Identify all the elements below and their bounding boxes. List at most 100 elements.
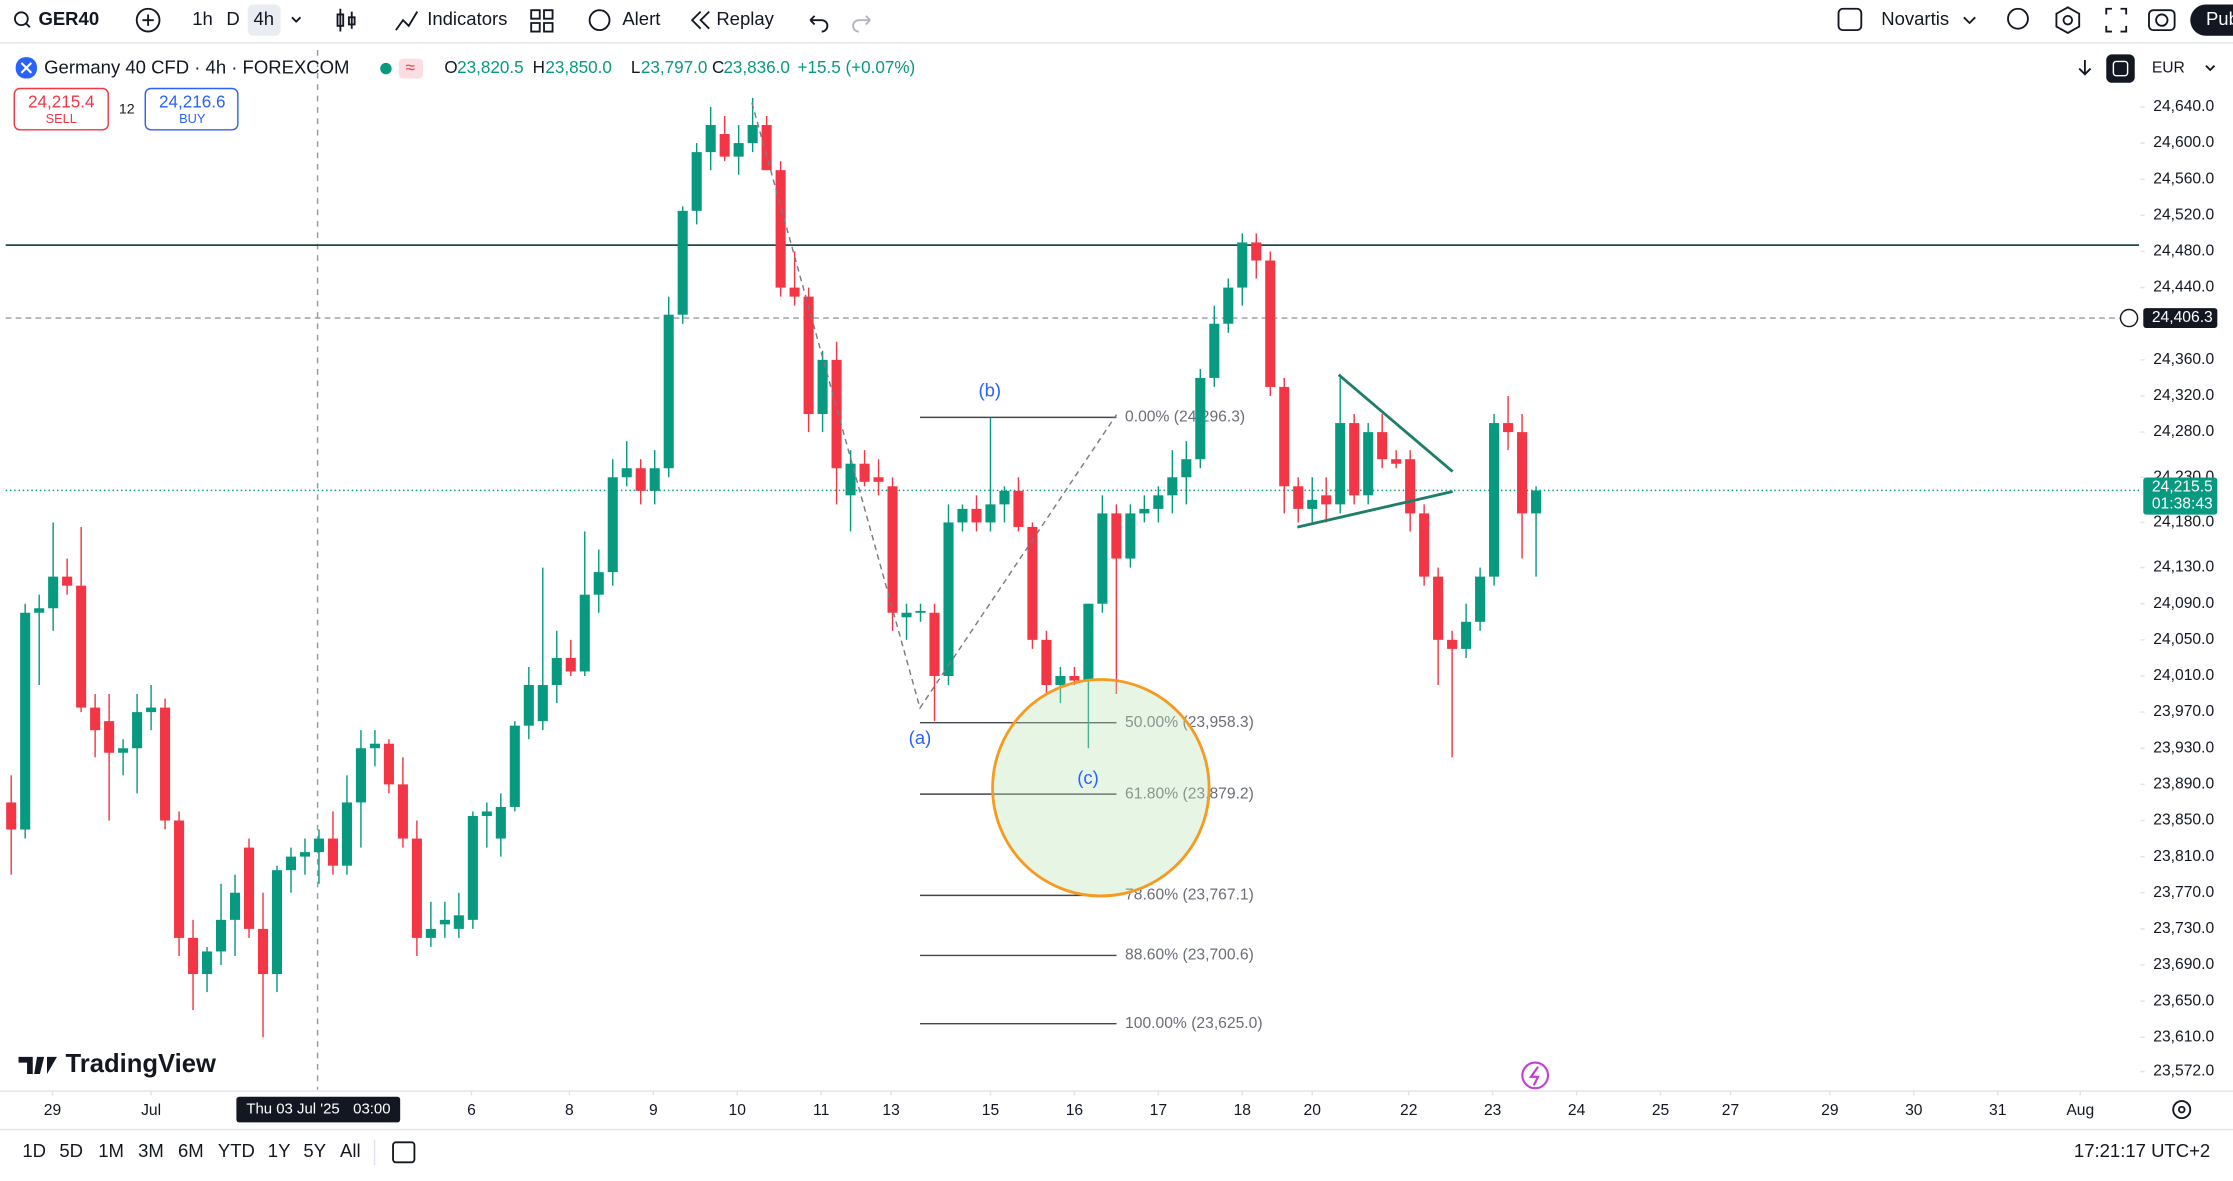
sell-label[interactable]: SELL [46,111,77,126]
candle-body [509,725,520,807]
candle-body [663,314,674,469]
snapshot[interactable] [2148,9,2176,32]
last-price: 24,215.5 [2152,479,2213,496]
x-tick-label: 22 [1400,1102,1417,1119]
candle-body [1475,576,1486,622]
candle-body [873,477,884,482]
candle-body [1139,508,1150,514]
currency-menu[interactable] [2205,65,2216,72]
settings[interactable] [2055,6,2081,35]
y-tick-label: 24,130.0 [2153,559,2214,576]
chart-type[interactable] [336,8,356,32]
bottom-bar: 1D 5D 1M 3M 6M YTD 1Y 5Y All 17:21:17 UT… [0,1128,2233,1166]
candle-body [1503,423,1514,433]
candle-body [1069,675,1080,681]
scroll-down[interactable] [2078,60,2092,76]
change: +15.5 (+0.07%) [798,58,916,77]
watchlist-menu[interactable] [1963,16,1976,25]
events-icon[interactable] [1521,1061,1550,1090]
range-button[interactable]: 5D [59,1140,83,1161]
buy-price[interactable]: 24,216.6 [159,92,225,111]
fib-label: 78.60% (23,767.1) [1125,887,1254,904]
symbol[interactable]: GER40 [38,8,99,29]
candle-body [355,748,366,803]
replay[interactable]: Replay [716,8,774,29]
candle-body [453,915,464,929]
sell-price[interactable]: 24,215.4 [28,92,94,111]
publish[interactable]: Pub [2206,8,2233,29]
range-button[interactable]: 3M [138,1140,164,1161]
interval[interactable]: 1h [192,8,213,29]
y-tick-label: 24,010.0 [2153,667,2214,684]
candle-body [1237,242,1248,288]
go-to-date[interactable] [392,1141,416,1164]
y-tick-label: 24,320.0 [2153,387,2214,404]
candle-body [6,802,17,830]
watchlist[interactable]: Novartis [1881,8,1949,29]
indicators[interactable]: Indicators [427,8,507,29]
candle-body [1013,490,1024,527]
candle-body [887,486,898,613]
candle-body [789,287,800,297]
candle-body [215,919,227,952]
scale-controls: EUR [2078,54,2216,83]
candle-body [1293,486,1304,509]
y-tick-label: 23,770.0 [2153,884,2214,901]
candle-body [481,811,492,816]
add-symbol[interactable] [135,7,161,33]
range-button[interactable]: 1M [98,1140,124,1161]
plot-area: 29 Jul 6 8 9 10 11 13 15 16 17 18 20 22 23 24 25 27 29 30 31… [5,97,2140,1119]
interval[interactable]: D [226,8,239,29]
replay-icon[interactable] [690,10,710,30]
alert[interactable]: Alert [622,8,660,29]
watchlist-icon[interactable] [1837,7,1863,32]
range-button[interactable]: 6M [178,1140,204,1161]
candle-body [90,707,101,731]
candle-body [1125,513,1136,559]
quick-search[interactable] [2007,7,2029,30]
search-icon[interactable] [14,11,29,27]
alert-icon[interactable] [588,9,611,32]
x-tick-label: 9 [649,1102,658,1119]
axis-settings[interactable] [2172,1100,2192,1120]
buy-label[interactable]: BUY [179,111,206,126]
candle-body [1489,423,1500,577]
ohlc-value: 23,820.5 [457,58,523,77]
candle-body [62,576,73,586]
range-button[interactable]: YTD [218,1140,255,1161]
x-tick-label: 30 [1905,1102,1923,1119]
candle-body [439,919,450,925]
candle-body [649,468,660,491]
layouts[interactable] [530,9,554,33]
legend-title[interactable]: Germany 40 CFD · 4h · FOREXCOM [44,56,349,77]
publish-button[interactable] [2190,4,2233,36]
candle-body [1447,639,1458,649]
candle-body [1209,323,1220,378]
candle-body [1265,260,1276,387]
sell-button[interactable] [13,87,109,131]
candle-body [999,490,1010,505]
indicators-icon[interactable] [395,11,419,31]
range-button[interactable]: All [340,1140,361,1161]
interval-menu[interactable] [291,16,302,23]
data-status [398,58,423,79]
range-button[interactable]: 1D [22,1140,46,1161]
candle-body [803,296,814,415]
buy-button[interactable] [144,87,239,131]
candle-body [1405,459,1416,514]
logo: TradingView [18,1050,216,1078]
range-button[interactable]: 1Y [268,1140,291,1161]
y-tick-label: 24,050.0 [2153,631,2214,648]
triangle-lower [1297,490,1453,529]
currency[interactable]: EUR [2152,60,2185,77]
candle-body [341,802,352,866]
undo[interactable] [809,15,829,33]
sync-button[interactable] [2106,54,2135,83]
range-button[interactable]: 5Y [303,1140,326,1161]
y-tick-label: 24,360.0 [2153,351,2214,368]
redo[interactable] [852,15,871,33]
spread: 12 [119,102,135,118]
interval[interactable]: 4h [253,8,274,29]
fullscreen[interactable] [2105,7,2128,33]
crosshair-date: Thu 03 Jul '25 [246,1101,339,1118]
